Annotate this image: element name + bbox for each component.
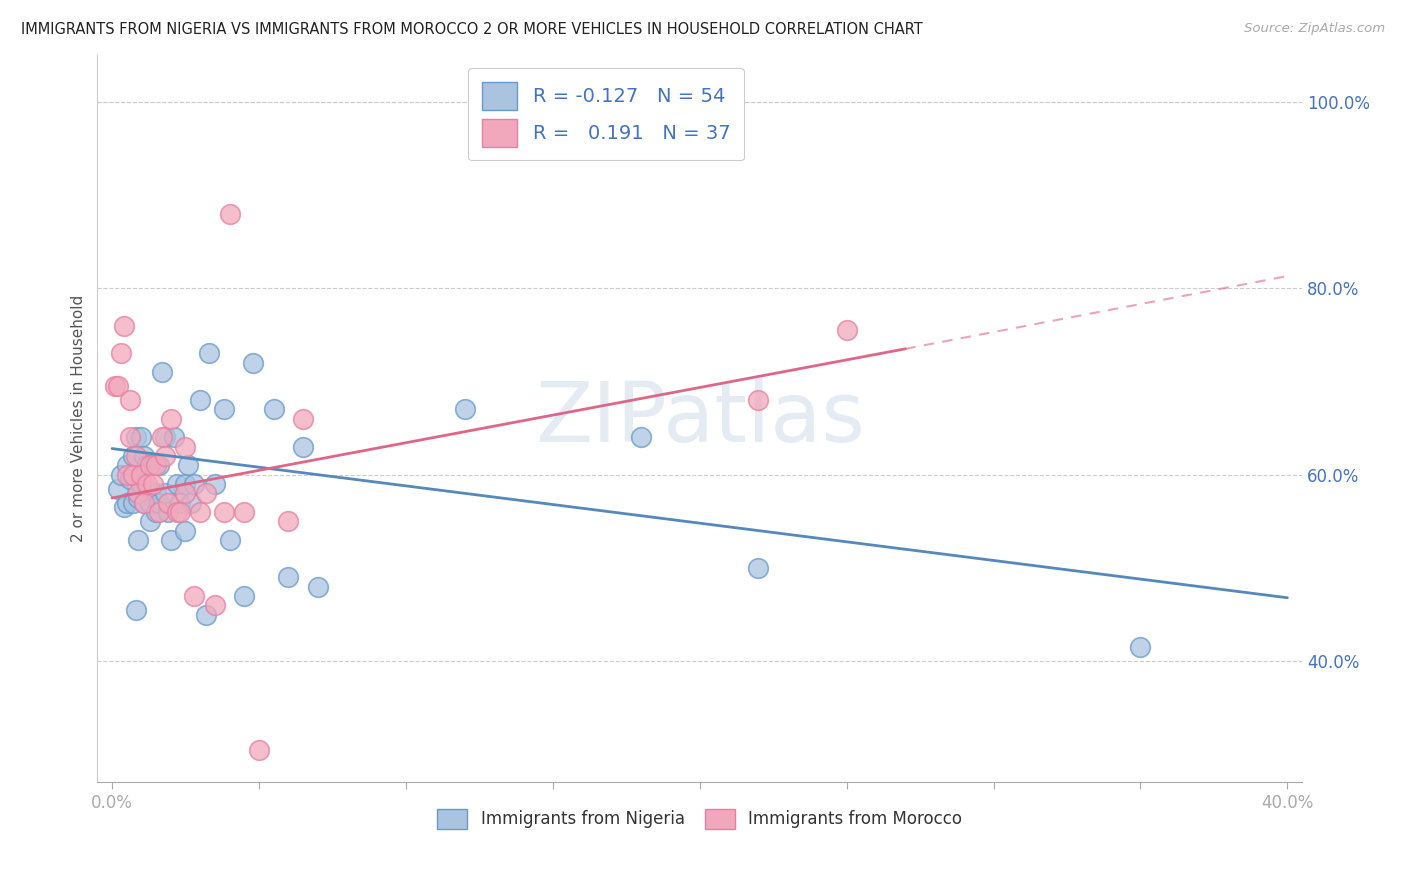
Point bbox=[115, 467, 138, 482]
Point bbox=[169, 496, 191, 510]
Point bbox=[153, 449, 176, 463]
Point bbox=[124, 603, 146, 617]
Point bbox=[139, 496, 162, 510]
Point bbox=[150, 365, 173, 379]
Point bbox=[131, 477, 153, 491]
Point bbox=[127, 533, 149, 547]
Point bbox=[188, 393, 211, 408]
Point bbox=[292, 411, 315, 425]
Point bbox=[453, 402, 475, 417]
Point bbox=[156, 496, 179, 510]
Point bbox=[118, 393, 141, 408]
Point bbox=[163, 430, 186, 444]
Point bbox=[110, 467, 132, 482]
Point bbox=[1129, 640, 1152, 655]
Text: Source: ZipAtlas.com: Source: ZipAtlas.com bbox=[1244, 22, 1385, 36]
Point bbox=[121, 467, 143, 482]
Point bbox=[145, 486, 167, 500]
Point bbox=[127, 486, 149, 500]
Point bbox=[156, 505, 179, 519]
Point bbox=[177, 458, 200, 473]
Point bbox=[159, 533, 181, 547]
Point bbox=[166, 477, 188, 491]
Point bbox=[204, 477, 226, 491]
Point bbox=[136, 477, 159, 491]
Point bbox=[174, 486, 197, 500]
Point bbox=[212, 402, 235, 417]
Point bbox=[139, 514, 162, 528]
Y-axis label: 2 or more Vehicles in Household: 2 or more Vehicles in Household bbox=[72, 295, 86, 542]
Point bbox=[121, 496, 143, 510]
Point bbox=[150, 430, 173, 444]
Point bbox=[134, 449, 156, 463]
Point bbox=[198, 346, 221, 360]
Point bbox=[107, 482, 129, 496]
Point bbox=[131, 467, 153, 482]
Point bbox=[142, 477, 165, 491]
Point bbox=[124, 449, 146, 463]
Point bbox=[153, 430, 176, 444]
Point bbox=[136, 458, 159, 473]
Point bbox=[233, 505, 256, 519]
Point bbox=[145, 505, 167, 519]
Point bbox=[112, 500, 135, 515]
Point bbox=[195, 486, 218, 500]
Point bbox=[121, 449, 143, 463]
Point bbox=[131, 467, 153, 482]
Point bbox=[148, 458, 170, 473]
Point bbox=[263, 402, 285, 417]
Point bbox=[747, 393, 769, 408]
Point bbox=[174, 477, 197, 491]
Point bbox=[118, 472, 141, 486]
Legend: Immigrants from Nigeria, Immigrants from Morocco: Immigrants from Nigeria, Immigrants from… bbox=[430, 802, 969, 836]
Point bbox=[166, 505, 188, 519]
Point bbox=[218, 533, 240, 547]
Point bbox=[218, 207, 240, 221]
Point bbox=[747, 561, 769, 575]
Point bbox=[124, 430, 146, 444]
Point bbox=[195, 607, 218, 622]
Point bbox=[292, 440, 315, 454]
Point bbox=[188, 505, 211, 519]
Point bbox=[247, 742, 270, 756]
Point bbox=[159, 411, 181, 425]
Point bbox=[131, 430, 153, 444]
Point bbox=[107, 379, 129, 393]
Point bbox=[277, 570, 299, 584]
Point bbox=[242, 356, 264, 370]
Point bbox=[142, 458, 165, 473]
Point bbox=[180, 496, 202, 510]
Point bbox=[127, 491, 149, 505]
Point bbox=[118, 430, 141, 444]
Point bbox=[104, 379, 127, 393]
Point bbox=[148, 505, 170, 519]
Point bbox=[277, 514, 299, 528]
Point bbox=[174, 524, 197, 538]
Text: ZIPatlas: ZIPatlas bbox=[534, 378, 865, 459]
Point bbox=[233, 589, 256, 603]
Point bbox=[630, 430, 652, 444]
Point bbox=[307, 580, 329, 594]
Point bbox=[148, 496, 170, 510]
Point bbox=[183, 589, 205, 603]
Point bbox=[169, 505, 191, 519]
Point bbox=[115, 458, 138, 473]
Point bbox=[110, 346, 132, 360]
Point bbox=[204, 598, 226, 612]
Point bbox=[212, 505, 235, 519]
Point bbox=[145, 458, 167, 473]
Point bbox=[134, 496, 156, 510]
Point bbox=[153, 486, 176, 500]
Text: IMMIGRANTS FROM NIGERIA VS IMMIGRANTS FROM MOROCCO 2 OR MORE VEHICLES IN HOUSEHO: IMMIGRANTS FROM NIGERIA VS IMMIGRANTS FR… bbox=[21, 22, 922, 37]
Point bbox=[835, 323, 858, 337]
Point bbox=[134, 496, 156, 510]
Point bbox=[139, 458, 162, 473]
Point bbox=[115, 496, 138, 510]
Point bbox=[112, 318, 135, 333]
Point bbox=[183, 477, 205, 491]
Point bbox=[174, 440, 197, 454]
